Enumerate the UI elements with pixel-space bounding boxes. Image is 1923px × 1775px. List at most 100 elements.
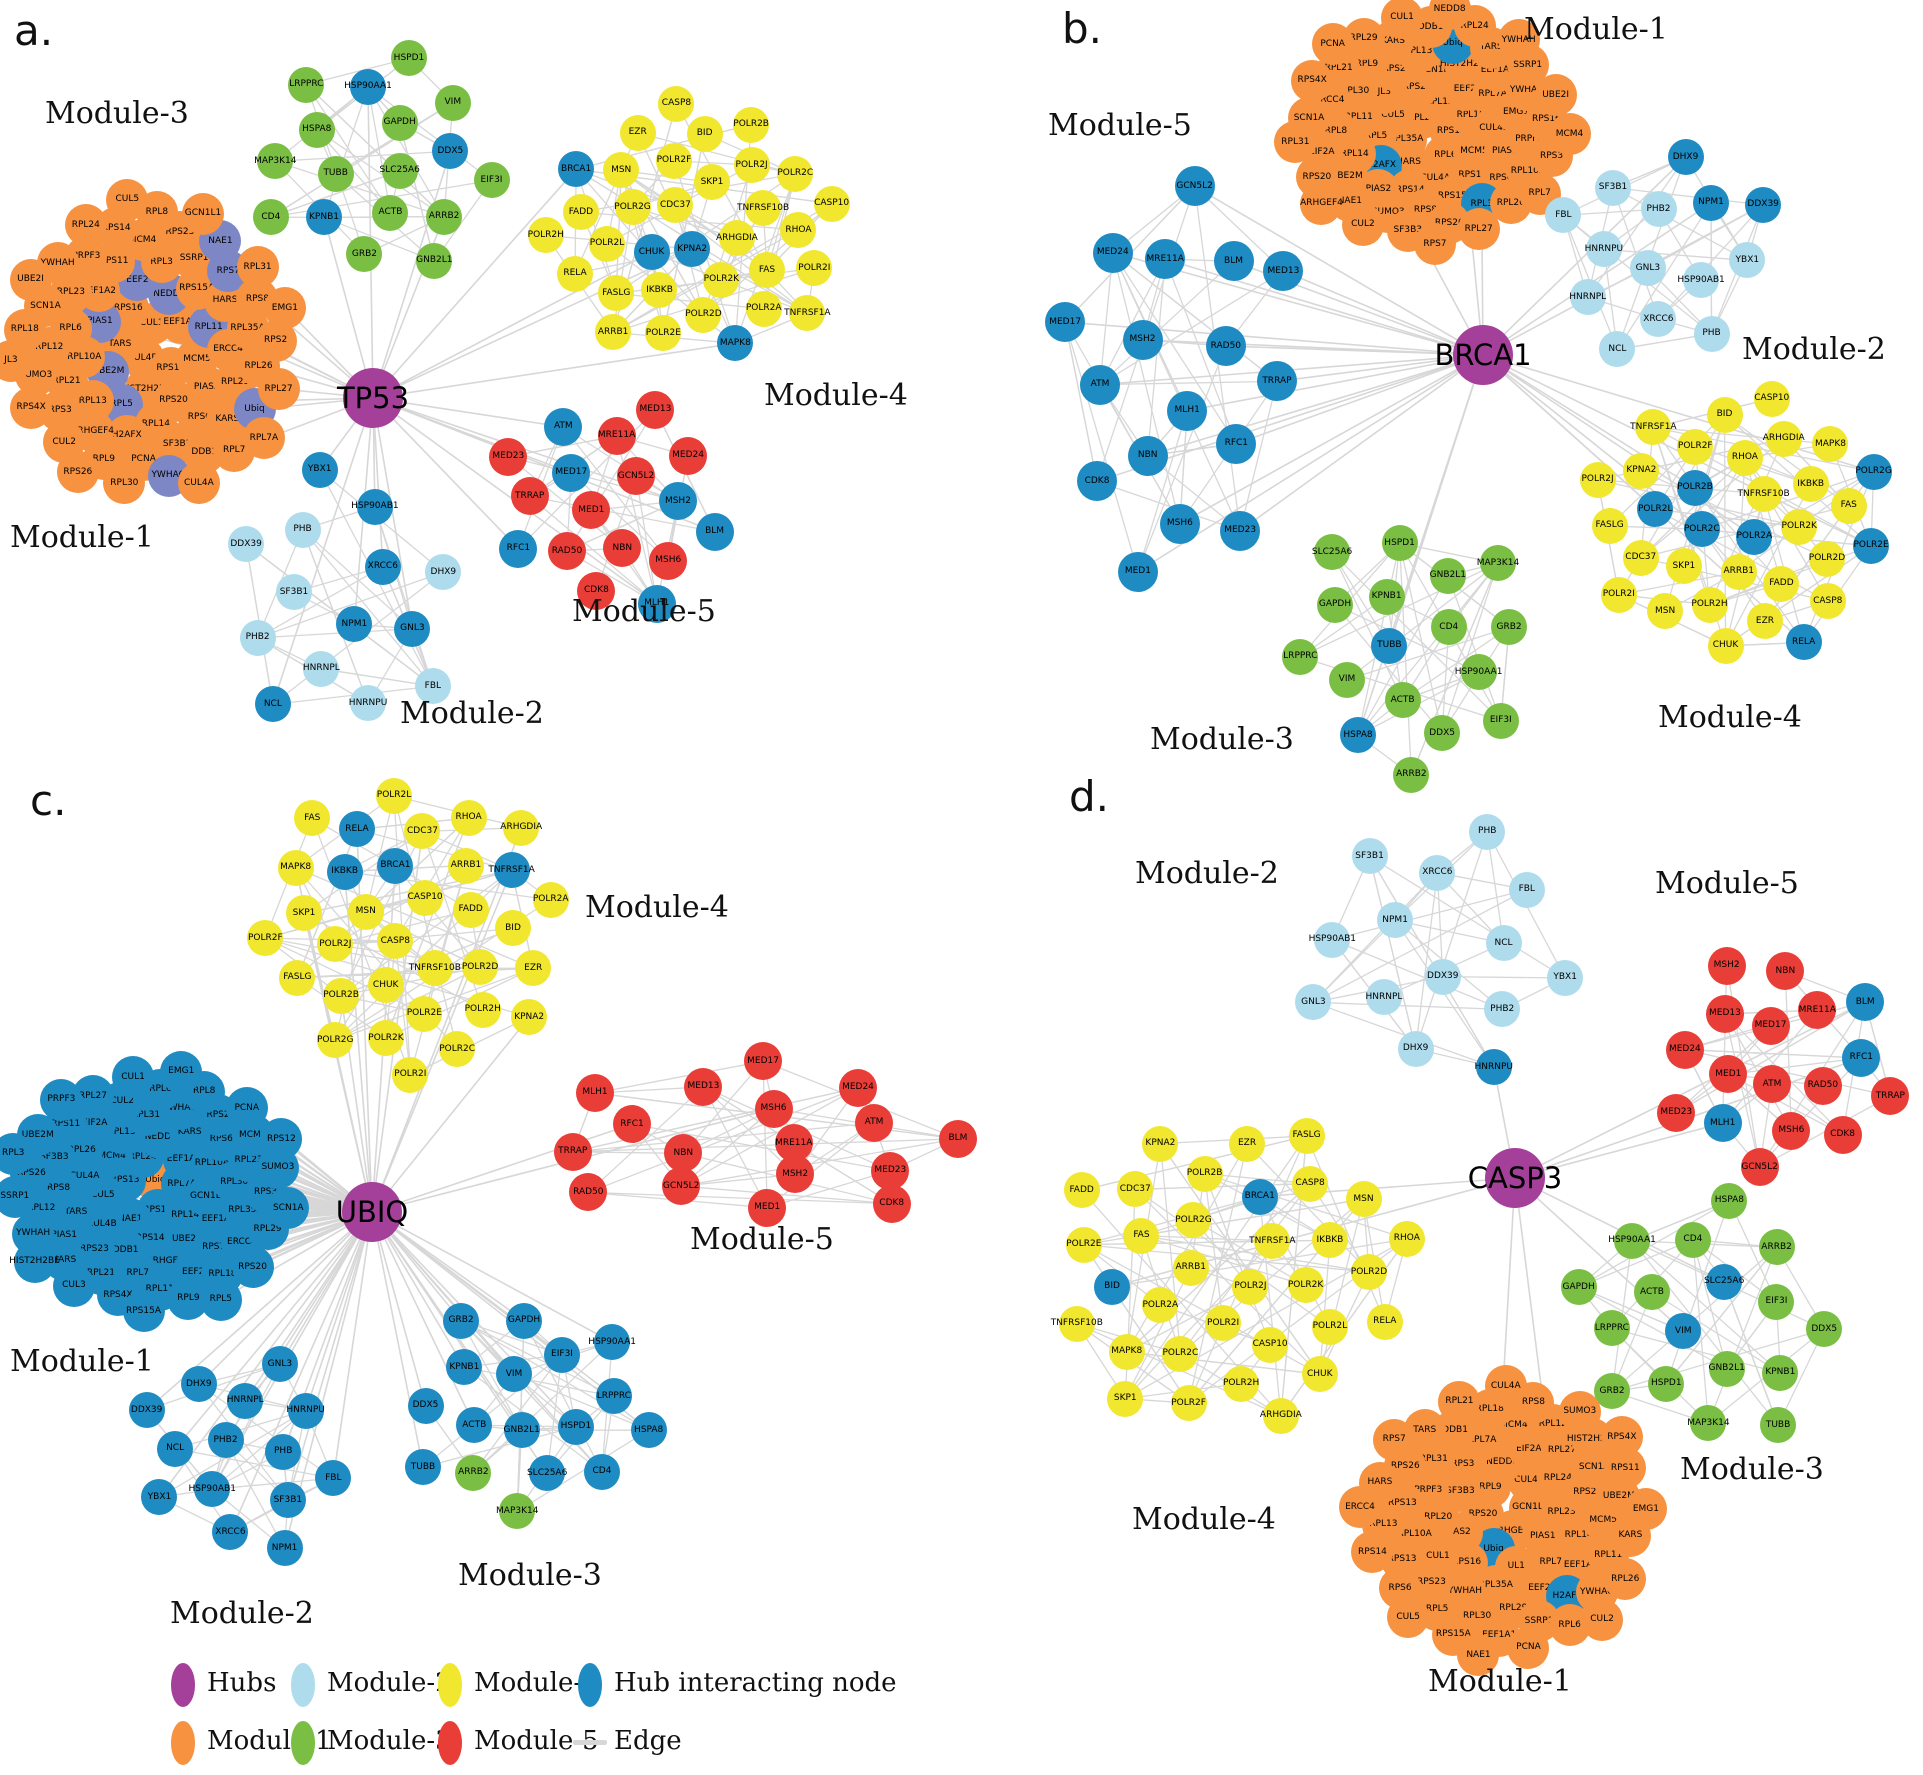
node-ddx5[interactable]: DDX5 — [1806, 1311, 1843, 1348]
node-rpl31[interactable]: RPL31 — [236, 246, 279, 289]
node-blm[interactable]: BLM — [1846, 983, 1885, 1022]
node-ddx39[interactable]: DDX39 — [228, 526, 265, 563]
node-kpnb1[interactable]: KPNB1 — [446, 1349, 483, 1386]
node-cul2[interactable]: CUL2 — [1341, 203, 1384, 246]
node-fbl[interactable]: FBL — [1508, 871, 1545, 908]
node-hspa8[interactable]: HSPA8 — [630, 1412, 667, 1449]
node-emg1[interactable]: EMG1 — [1624, 1488, 1667, 1531]
node-cul2[interactable]: CUL2 — [1581, 1598, 1624, 1641]
node-map3k14[interactable]: MAP3K14 — [496, 1493, 538, 1530]
node-chuk[interactable]: CHUK — [1707, 627, 1744, 664]
node-med13[interactable]: MED13 — [1263, 251, 1304, 291]
node-map3k14[interactable]: MAP3K14 — [1687, 1405, 1730, 1442]
node-rps20[interactable]: RPS20 — [231, 1246, 274, 1289]
node-kpnb1[interactable]: KPNB1 — [1368, 578, 1405, 615]
node-rpl30[interactable]: RPL30 — [103, 462, 146, 505]
node-ddx39[interactable]: DDX39 — [1424, 958, 1461, 995]
node-vim[interactable]: VIM — [1665, 1313, 1702, 1350]
node-fas[interactable]: FAS — [294, 800, 331, 837]
node-rpl5[interactable]: RPL5 — [199, 1278, 242, 1321]
node-hnrnpu[interactable]: HNRNPU — [286, 1392, 325, 1429]
node-arrb2[interactable]: ARRB2 — [1758, 1229, 1795, 1266]
node-arhgdia[interactable]: ARHGDIA — [716, 220, 758, 257]
node-grb2[interactable]: GRB2 — [1491, 609, 1528, 646]
node-arhgdia[interactable]: ARHGDIA — [500, 809, 542, 846]
node-hsp90ab1[interactable]: HSP90AB1 — [1309, 921, 1356, 958]
node-med23[interactable]: MED23 — [1220, 510, 1261, 551]
hub-ubiq[interactable]: UBIQ — [336, 1182, 408, 1242]
node-blm[interactable]: BLM — [695, 512, 734, 551]
node-casp8[interactable]: CASP8 — [377, 923, 414, 960]
node-med24[interactable]: MED24 — [669, 436, 708, 475]
node-rela[interactable]: RELA — [1785, 624, 1822, 661]
node-polr2l[interactable]: POLR2L — [589, 225, 626, 262]
node-tnfrsf10b[interactable]: TNFRSF10B — [409, 950, 461, 987]
node-rps4x[interactable]: RPS4X — [1600, 1416, 1643, 1459]
node-fbl[interactable]: FBL — [315, 1460, 352, 1497]
node-casp10[interactable]: CASP10 — [407, 879, 444, 916]
node-msn[interactable]: MSN — [1345, 1181, 1382, 1218]
node-hnrnpu[interactable]: HNRNPU — [1475, 1049, 1513, 1086]
node-mapk8[interactable]: MAPK8 — [277, 849, 314, 886]
node-ncl[interactable]: NCL — [1599, 331, 1636, 368]
node-med17[interactable]: MED17 — [1045, 302, 1086, 343]
node-ybx1[interactable]: YBX1 — [1547, 959, 1584, 996]
node-bid[interactable]: BID — [495, 910, 531, 947]
node-cdc37[interactable]: CDC37 — [1622, 539, 1659, 576]
node-fbl[interactable]: FBL — [1545, 197, 1582, 234]
node-actb[interactable]: ACTB — [1384, 682, 1421, 719]
node-kpnb1[interactable]: KPNB1 — [1762, 1354, 1799, 1391]
node-ube2i[interactable]: UBE2I — [1534, 74, 1577, 117]
node-ikbkb[interactable]: IKBKB — [1311, 1222, 1348, 1259]
node-gcn5l2[interactable]: GCN5L2 — [617, 457, 656, 496]
node-tnfrsf1a[interactable]: TNFRSF1A — [784, 295, 831, 332]
node-gcn5l2[interactable]: GCN5L2 — [1174, 166, 1215, 207]
node-polr2h[interactable]: POLR2H — [465, 991, 501, 1028]
node-blm[interactable]: BLM — [938, 1119, 977, 1158]
node-msh2[interactable]: MSH2 — [658, 482, 697, 521]
node-ddx39[interactable]: DDX39 — [128, 1392, 165, 1429]
node-sf3b1[interactable]: SF3B1 — [269, 1482, 306, 1519]
node-msh2[interactable]: MSH2 — [776, 1155, 815, 1194]
node-cd4[interactable]: CD4 — [1674, 1221, 1711, 1258]
node-cdc37[interactable]: CDC37 — [657, 187, 694, 224]
node-polr2k[interactable]: POLR2K — [368, 1020, 404, 1057]
node-rhoa[interactable]: RHOA — [780, 212, 817, 249]
node-fbl[interactable]: FBL — [414, 668, 451, 705]
node-tnfrsf1a[interactable]: TNFRSF1A — [1249, 1223, 1296, 1260]
node-npm1[interactable]: NPM1 — [266, 1530, 303, 1567]
node-polr2j[interactable]: POLR2J — [317, 926, 354, 963]
node-med1[interactable]: MED1 — [748, 1188, 787, 1227]
node-tnfrsf10b[interactable]: TNFRSF10B — [737, 190, 789, 227]
node-bid[interactable]: BID — [686, 115, 723, 152]
node-polr2d[interactable]: POLR2D — [1809, 540, 1845, 577]
node-bid[interactable]: BID — [1706, 396, 1743, 433]
node-nbn[interactable]: NBN — [664, 1134, 703, 1173]
node-cdk8[interactable]: CDK8 — [577, 571, 616, 610]
node-ezr[interactable]: EZR — [515, 950, 552, 987]
node-polr2i[interactable]: POLR2I — [1600, 576, 1637, 613]
node-arrb1[interactable]: ARRB1 — [1720, 553, 1757, 590]
node-polr2j[interactable]: POLR2J — [1579, 461, 1616, 498]
node-rad50[interactable]: RAD50 — [1205, 326, 1246, 367]
node-phb2[interactable]: PHB2 — [239, 619, 276, 656]
node-ddx5[interactable]: DDX5 — [1424, 715, 1461, 752]
node-hspd1[interactable]: HSPD1 — [390, 40, 427, 77]
node-ncl[interactable]: NCL — [254, 686, 291, 723]
node-tubb[interactable]: TUBB — [1760, 1407, 1797, 1444]
node-rela[interactable]: RELA — [338, 811, 375, 848]
node-actb[interactable]: ACTB — [1633, 1274, 1670, 1311]
node-dhx9[interactable]: DHX9 — [1667, 139, 1704, 176]
node-phb[interactable]: PHB — [1693, 315, 1730, 352]
node-med23[interactable]: MED23 — [489, 437, 528, 476]
node-polr2b[interactable]: POLR2B — [733, 106, 770, 143]
node-polr2c[interactable]: POLR2C — [1683, 511, 1720, 548]
node-polr2e[interactable]: POLR2E — [1065, 1226, 1102, 1263]
node-actb[interactable]: ACTB — [456, 1407, 493, 1444]
node-chuk[interactable]: CHUK — [633, 234, 670, 271]
node-hsp90aa1[interactable]: HSP90AA1 — [588, 1324, 636, 1361]
node-npm1[interactable]: NPM1 — [336, 606, 373, 643]
node-polr2d[interactable]: POLR2D — [462, 949, 498, 986]
node-cd4[interactable]: CD4 — [1430, 609, 1467, 646]
node-cul1[interactable]: CUL1 — [112, 1056, 155, 1099]
